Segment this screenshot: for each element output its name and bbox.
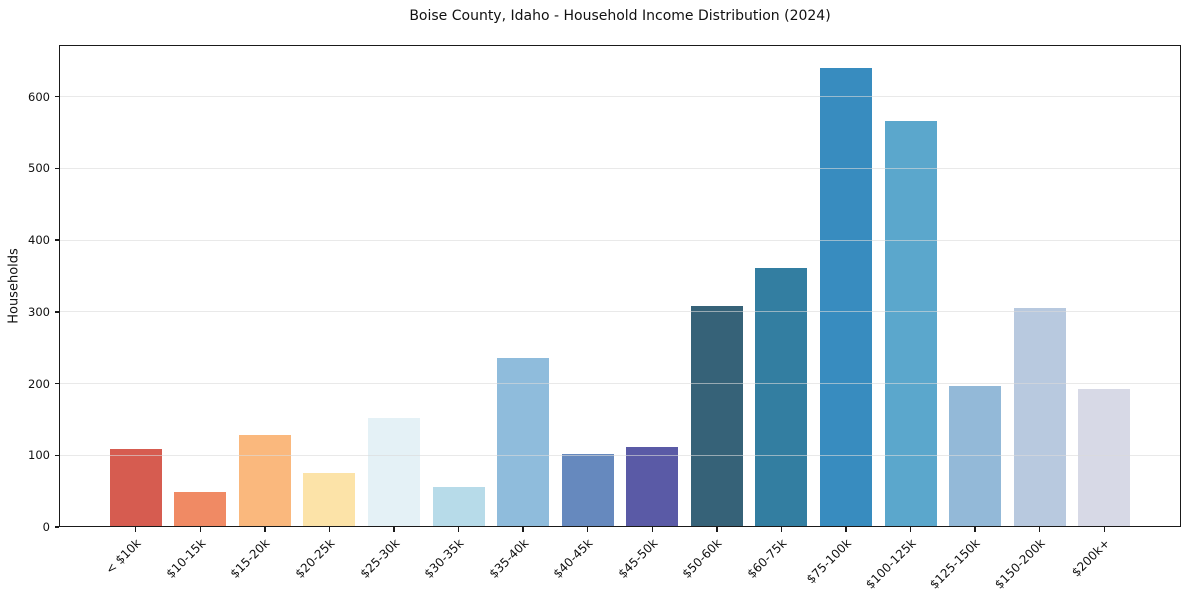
bar-$45-50k — [626, 446, 679, 527]
x-tick-label: $25-30k — [357, 536, 402, 581]
x-tick-mark — [587, 527, 589, 532]
x-tick-label: $75-100k — [803, 536, 854, 587]
bar-$40-45k — [561, 453, 614, 527]
bar-$100-125k — [884, 121, 937, 527]
gridline-y-400 — [59, 239, 1181, 241]
x-tick-label: $10-15k — [163, 536, 209, 581]
x-tick-label: $30-35k — [421, 536, 467, 581]
gridline-y-300 — [59, 311, 1181, 313]
x-tick-label: $100-125k — [862, 536, 919, 590]
bar-$125-150k — [949, 386, 1002, 527]
x-tick-label: $50-60k — [679, 536, 725, 581]
chart-title: Boise County, Idaho - Household Income D… — [409, 8, 831, 24]
bar-$75-100k — [819, 67, 872, 527]
bar-$200k+ — [1078, 388, 1131, 527]
x-tick-mark — [716, 527, 718, 532]
x-tick-mark — [457, 527, 460, 532]
y-tick-mark — [55, 311, 59, 313]
x-tick-mark — [135, 527, 137, 532]
x-tick-label: $15-20k — [227, 536, 273, 581]
x-tick-mark — [393, 527, 395, 532]
x-tick-label: $40-45k — [550, 536, 596, 581]
x-tick-mark — [1103, 527, 1105, 532]
y-tick-label: 0 — [42, 520, 50, 534]
y-tick-mark — [55, 95, 59, 98]
gridline-y-500 — [59, 167, 1181, 169]
bar-$150-200k — [1013, 307, 1066, 527]
bar-$35-40k — [497, 357, 550, 527]
y-tick-label: 100 — [28, 448, 50, 463]
bar-$15-20k — [238, 435, 291, 527]
y-tick-label: 600 — [28, 89, 50, 104]
x-tick-mark — [845, 527, 847, 532]
x-tick-mark — [264, 527, 266, 532]
plot-area — [59, 45, 1181, 527]
x-tick-mark — [199, 527, 202, 532]
x-tick-label: $20-25k — [292, 536, 338, 581]
x-tick-mark — [1038, 527, 1041, 532]
y-tick-mark — [55, 454, 59, 456]
bar-$20-25k — [303, 473, 356, 527]
bar-$50-60k — [690, 306, 743, 527]
bar-$25-30k — [368, 417, 421, 527]
x-tick-mark — [328, 527, 331, 532]
bar-$10-15k — [174, 491, 227, 527]
x-tick-mark — [909, 527, 912, 532]
bar-$60-75k — [755, 268, 808, 527]
y-tick-mark — [55, 167, 59, 170]
x-tick-mark — [974, 527, 976, 532]
x-tick-label: $150-200k — [991, 536, 1048, 590]
y-tick-mark — [55, 239, 59, 241]
gridline-y-100 — [59, 454, 1181, 456]
y-tick-label: 200 — [28, 376, 50, 391]
x-tick-label: $125-150k — [927, 536, 983, 590]
y-tick-label: 400 — [28, 233, 50, 248]
bar-$30-35k — [432, 486, 485, 527]
y-tick-label: 300 — [28, 304, 50, 319]
bar-< $10k — [109, 448, 162, 527]
gridline-y-600 — [59, 96, 1181, 98]
x-tick-mark — [522, 527, 524, 532]
x-tick-label: $60-75k — [744, 536, 790, 581]
x-tick-mark — [780, 527, 783, 532]
y-tick-mark — [55, 526, 59, 528]
x-tick-mark — [651, 527, 653, 532]
x-tick-label: $45-50k — [615, 536, 661, 581]
y-tick-mark — [55, 382, 59, 385]
x-tick-label: < $10k — [102, 536, 144, 577]
x-tick-label: $200k+ — [1068, 536, 1113, 580]
x-tick-label: $35-40k — [486, 536, 532, 581]
gridline-y-200 — [59, 383, 1181, 385]
y-tick-label: 500 — [28, 161, 50, 176]
